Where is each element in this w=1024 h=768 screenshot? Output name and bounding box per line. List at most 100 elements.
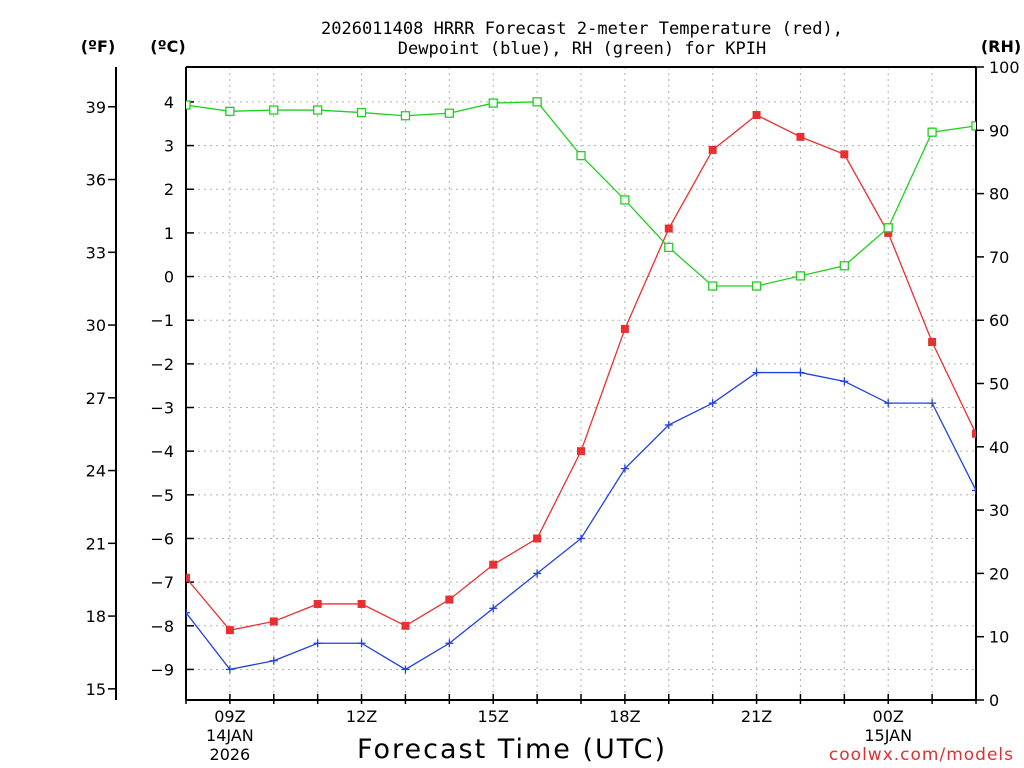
series-line-dewpoint	[186, 371, 976, 671]
fahrenheit-tick-label: 21	[86, 534, 106, 553]
fahrenheit-tick-label: 18	[86, 607, 106, 626]
dewpoint-point	[884, 399, 893, 408]
celsius-tick-label: −6	[150, 529, 174, 548]
fahrenheit-tick-label: 15	[86, 680, 106, 699]
rh-point	[444, 108, 454, 118]
celsius-tick-label: −9	[150, 660, 174, 679]
dewpoint-point	[313, 639, 322, 648]
temperature-point	[225, 626, 234, 635]
fahrenheit-tick-label: 30	[86, 316, 106, 335]
temperature-point	[186, 573, 190, 582]
units-celsius-label: (ºC)	[150, 37, 185, 56]
rh-tick-label: 50	[989, 375, 1009, 394]
temperature-point	[708, 145, 717, 154]
rh-point	[971, 121, 976, 131]
temperature-point	[533, 534, 542, 543]
dewpoint-point	[796, 368, 805, 377]
celsius-tick-label: −4	[150, 442, 174, 461]
temperature-point	[489, 560, 498, 569]
rh-point	[751, 281, 762, 291]
temperature-point	[577, 447, 585, 456]
rh-tick-label: 100	[989, 58, 1020, 77]
axes	[108, 66, 984, 704]
dewpoint-point	[489, 604, 498, 613]
x-tick-label: 15Z	[478, 707, 509, 726]
fahrenheit-tick-label: 39	[86, 98, 106, 117]
x-tick-label: 12Z	[346, 707, 377, 726]
gridlines	[186, 67, 976, 700]
rh-point	[708, 281, 718, 291]
rh-point	[883, 223, 893, 233]
dewpoint-point	[840, 377, 849, 386]
temperature-point	[269, 617, 278, 626]
x-tick-label: 21Z	[741, 707, 772, 726]
x-tick-label: 18Z	[609, 707, 640, 726]
celsius-tick-label: 1	[164, 224, 174, 243]
temperature-point	[928, 338, 937, 347]
series-dewpoint	[186, 368, 976, 674]
rh-tick-label: 20	[989, 564, 1009, 583]
rh-point	[664, 242, 674, 253]
rh-point	[488, 98, 498, 108]
rh-tick-label: 70	[989, 248, 1009, 267]
rh-point	[927, 127, 937, 137]
celsius-tick-label: −7	[150, 573, 174, 592]
fahrenheit-tick-label: 24	[86, 462, 106, 481]
temperature-point	[664, 224, 673, 233]
rh-point	[269, 105, 279, 115]
rh-tick-label: 90	[989, 121, 1009, 140]
dewpoint-point	[708, 399, 717, 408]
dewpoint-point	[577, 534, 585, 543]
x-axis-title: Forecast Time (UTC)	[357, 734, 667, 765]
dewpoint-point	[928, 399, 937, 408]
celsius-tick-label: −1	[150, 311, 174, 330]
rh-tick-label: 80	[989, 185, 1009, 204]
units-fahrenheit-label: (ºF)	[81, 37, 116, 56]
temperature-point	[357, 599, 366, 608]
celsius-tick-label: 0	[164, 268, 174, 287]
dewpoint-point	[225, 665, 234, 674]
temperature-point	[445, 595, 454, 604]
rh-tick-label: 60	[989, 311, 1009, 330]
celsius-tick-label: −8	[150, 617, 174, 636]
rh-point	[225, 106, 235, 116]
rh-point	[186, 100, 191, 110]
rh-point	[400, 111, 411, 121]
temperature-point	[620, 324, 629, 333]
chart-title-line2: Dewpoint (blue), RH (green) for KPIH	[398, 39, 766, 59]
celsius-tick-label: −3	[150, 399, 174, 418]
dewpoint-point	[972, 486, 976, 495]
dewpoint-point	[533, 569, 542, 578]
dewpoint-point	[445, 639, 454, 648]
rh-tick-label: 0	[989, 691, 999, 710]
rh-point	[356, 107, 367, 118]
rh-tick-label: 10	[989, 628, 1009, 647]
x-tick-label: 00Z	[873, 707, 904, 726]
rh-point	[576, 150, 586, 161]
fahrenheit-tick-label: 36	[86, 171, 106, 190]
x-tick-date-label: 15JAN	[864, 726, 912, 745]
temperature-point	[401, 621, 410, 630]
temperature-point	[884, 228, 893, 237]
tick-labels: 43210−1−2−3−4−5−6−7−8−915182124273033363…	[86, 58, 1020, 764]
rh-point	[839, 261, 849, 271]
series-rh	[186, 97, 976, 291]
dewpoint-point	[186, 608, 190, 617]
temperature-point	[313, 599, 322, 608]
rh-tick-label: 40	[989, 438, 1009, 457]
dewpoint-point	[269, 656, 278, 665]
fahrenheit-tick-label: 33	[86, 243, 106, 262]
rh-point	[313, 105, 323, 115]
dewpoint-point	[752, 368, 761, 377]
series-temperature	[186, 111, 976, 635]
temperature-point	[840, 150, 849, 159]
celsius-tick-label: −5	[150, 486, 174, 505]
temperature-point	[752, 111, 761, 120]
celsius-tick-label: 3	[164, 137, 174, 156]
x-tick-date-label: 14JAN	[206, 726, 254, 745]
temperature-point	[796, 132, 805, 141]
rh-point	[795, 271, 806, 281]
dewpoint-point	[357, 639, 366, 648]
credit-text: coolwx.com/models	[829, 745, 1014, 765]
